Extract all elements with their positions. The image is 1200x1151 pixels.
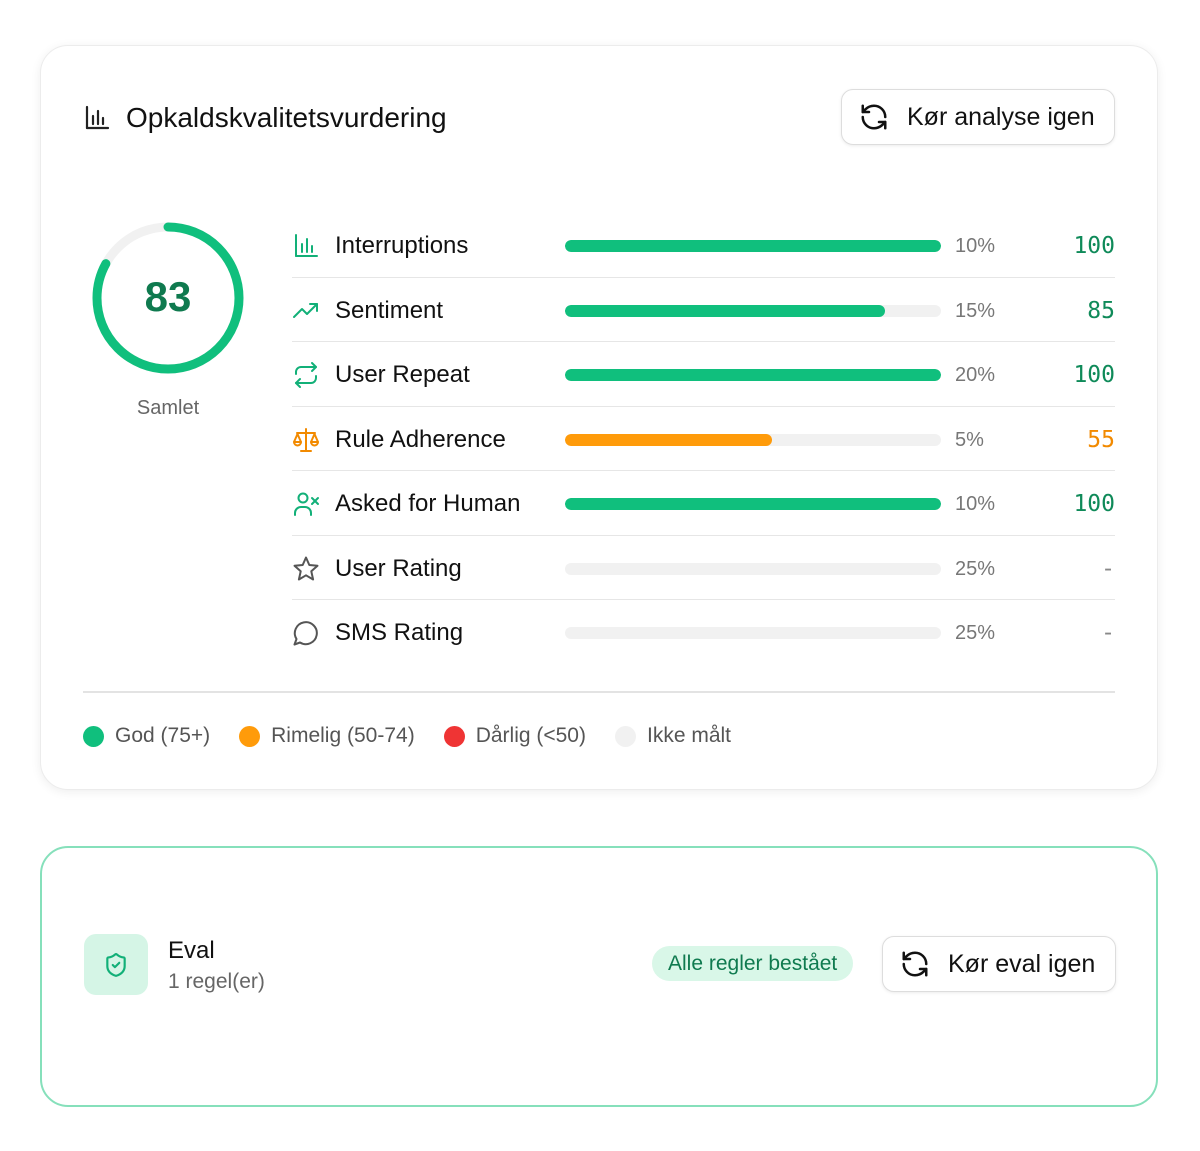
legend-label: Rimelig (50-74) (271, 724, 415, 747)
metric-row: Asked for Human 10% 100 (292, 471, 1115, 536)
metric-name: Sentiment (335, 296, 444, 324)
status-badge: Alle regler bestået (652, 946, 854, 981)
metric-weight: 10% (955, 235, 996, 257)
eval-icon-box (84, 934, 148, 995)
legend-dot (83, 725, 104, 747)
metric-name: User Rating (335, 554, 462, 582)
legend-dot (443, 725, 465, 747)
metric-bar-track (565, 369, 941, 381)
metric-name: Interruptions (335, 232, 469, 259)
metric-weight: 5% (955, 428, 984, 451)
legend: God (75+) Rimelig (50-74) Dårlig (<50) Ikke… (83, 721, 760, 751)
metric-row: User Repeat 20% 100 (292, 342, 1115, 407)
legend-item: Ikke målt (614, 724, 732, 748)
eval-rule-count: 1 regel(er) (168, 970, 265, 993)
call-quality-card: Opkaldskvalitetsvurdering Kør analyse ig… (40, 45, 1158, 790)
legend-item: Dårlig (<50) (443, 724, 586, 748)
star-icon (293, 556, 319, 580)
metric-bar-fill (565, 304, 885, 317)
metrics-list: Interruptions 10% 100 Sentiment 15% 85 User Re… (292, 213, 1115, 665)
metric-bar-fill (565, 240, 941, 252)
bar-chart-icon (295, 234, 318, 257)
rerun-eval-label: Kør eval igen (948, 949, 1096, 978)
metric-bar-track (565, 240, 941, 252)
legend-item: Rimelig (50-74) (239, 724, 415, 748)
metric-row: Sentiment 15% 85 (292, 278, 1115, 342)
metric-bar-track (565, 433, 941, 446)
metric-score: - (1101, 620, 1115, 646)
gauge-progress-arc (92, 222, 244, 374)
repeat-icon (295, 362, 317, 388)
eval-card: Eval 1 regel(er) Alle regler bestået Kør… (40, 846, 1158, 1107)
legend-label: Dårlig (<50) (475, 724, 586, 747)
metric-name: Rule Adherence (335, 425, 506, 453)
metric-score: 100 (1073, 491, 1115, 517)
metric-name: Asked for Human (335, 490, 521, 517)
metric-score: 100 (1073, 362, 1115, 388)
metric-weight: 25% (955, 557, 996, 580)
trending-up-icon (293, 302, 318, 318)
rerun-eval-button[interactable]: Kør eval igen (882, 936, 1116, 992)
metric-bar-track (565, 304, 941, 317)
metric-bar-fill (565, 369, 941, 381)
eval-title: Eval (168, 937, 215, 964)
legend-item: God (75+) (83, 724, 210, 748)
metric-weight: 10% (955, 493, 996, 515)
metric-score: - (1101, 555, 1115, 582)
legend-label: God (75+) (115, 724, 211, 747)
legend-dot (239, 725, 261, 747)
metric-score: 85 (1087, 297, 1115, 324)
page-title: Opkaldskvalitetsvurdering (126, 102, 447, 133)
metric-bar-fill (565, 498, 941, 510)
legend-dot (614, 725, 636, 747)
shield-check-icon (106, 952, 126, 977)
metric-bar-track (565, 498, 941, 510)
user-x-icon (294, 492, 319, 516)
metric-bar-track (565, 627, 941, 639)
scale-icon (293, 427, 319, 452)
chat-bubble-icon (293, 621, 318, 646)
metric-row: Interruptions 10% 100 (292, 213, 1115, 278)
metric-weight: 15% (955, 299, 996, 322)
overall-score-label: Samlet (136, 397, 200, 419)
divider (83, 691, 1115, 693)
legend-label: Ikke målt (646, 724, 732, 747)
metric-row: Rule Adherence 5% 55 (292, 407, 1115, 471)
refresh-icon (861, 104, 887, 130)
metric-score: 100 (1073, 233, 1115, 259)
metric-row: User Rating 25% - (292, 536, 1115, 600)
metric-score: 55 (1087, 426, 1115, 453)
overall-score-gauge (92, 222, 244, 374)
metric-bar-track (565, 562, 941, 575)
refresh-icon (902, 951, 928, 977)
metric-weight: 25% (955, 622, 996, 644)
metric-weight: 20% (955, 364, 996, 386)
metric-bar-fill (565, 433, 772, 446)
metric-name: User Repeat (335, 361, 470, 388)
overall-score: 83 (144, 273, 192, 320)
metric-name: SMS Rating (335, 619, 464, 646)
metric-row: SMS Rating 25% - (292, 600, 1115, 665)
rerun-analysis-label: Kør analyse igen (907, 102, 1095, 131)
bar-chart-icon (85, 105, 110, 130)
rerun-analysis-button[interactable]: Kør analyse igen (841, 89, 1115, 145)
